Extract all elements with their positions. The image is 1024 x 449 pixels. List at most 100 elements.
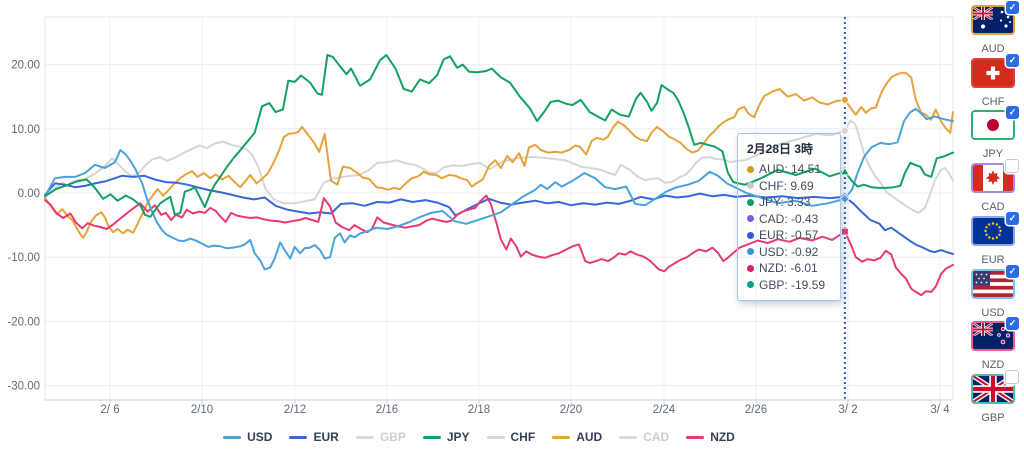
y-axis-label: -20.00 (7, 316, 40, 328)
legend-item-cad[interactable]: CAD (619, 430, 669, 444)
series-color-dot-icon (747, 165, 754, 173)
tooltip-row-text: AUD: 14.51 (759, 162, 822, 176)
x-axis-label: 2/ 6 (100, 404, 119, 416)
tooltip-row-chf: CHF: 9.69 (747, 178, 831, 195)
checkbox-jpy-checked[interactable]: ✓ (1006, 106, 1019, 120)
sidebar-currency-gbp[interactable]: GBP (962, 369, 1024, 424)
legend-label: EUR (313, 430, 339, 444)
tooltip-row-usd: USD: -0.92 (747, 244, 831, 261)
tooltip-row-text: GBP: -19.59 (759, 277, 826, 292)
tooltip-row-text: EUR: -0.57 (759, 228, 819, 242)
tooltip-rows: AUD: 14.51 CHF: 9.69 JPY: 3.33 CAD: -0.43 EU… (747, 161, 831, 293)
sidebar-currency-usd[interactable]: ✓ USD (962, 264, 1024, 319)
legend-label: CHF (510, 430, 536, 444)
legend-line-swatch-icon (422, 435, 441, 439)
legend-line-swatch-icon (486, 435, 505, 439)
series-color-dot-icon (747, 231, 754, 239)
checkbox-cad-unchecked[interactable] (1005, 159, 1019, 174)
tooltip-row-cad: CAD: -0.43 (747, 211, 831, 228)
legend-label: NZD (710, 430, 735, 444)
legend-line-swatch-icon (223, 435, 242, 439)
legend-item-chf[interactable]: CHF (486, 430, 536, 444)
tooltip-row-gbp: GBP: -19.59 (747, 277, 831, 294)
x-axis-label: 2/24 (653, 404, 676, 416)
legend-label: JPY (446, 430, 470, 444)
y-axis-label: 10.00 (11, 124, 40, 136)
aud-flag-icon: ✓ (971, 1, 1019, 35)
legend-label: AUD (576, 430, 603, 444)
legend-item-usd[interactable]: USD (223, 430, 272, 444)
sidebar-currency-chf[interactable]: ✓ CHF (962, 53, 1024, 108)
tooltip-date-title: 2月28日 3時 (747, 142, 814, 156)
sidebar-currency-label: JPY (982, 148, 1004, 161)
sidebar-currency-aud[interactable]: ✓ AUD (962, 1, 1024, 55)
sidebar-currency-label: CHF (981, 95, 1005, 108)
x-axis-label: 2/16 (376, 404, 398, 416)
series-color-dot-icon (747, 198, 754, 206)
tooltip-row-jpy: JPY: 3.33 (747, 194, 831, 211)
tooltip-row-text: NZD: -6.01 (759, 261, 818, 275)
x-axis-label: 3/ 4 (930, 404, 950, 416)
series-lines (44, 54, 954, 297)
series-color-dot-icon (747, 264, 754, 272)
y-axis-label: 20.00 (11, 60, 40, 72)
grid-lines (45, 17, 953, 400)
legend-line-swatch-icon (619, 435, 638, 439)
series-line-eur (44, 174, 954, 255)
series-color-dot-icon (747, 215, 754, 223)
legend-item-gbp[interactable]: GBP (355, 430, 406, 444)
x-axis-label: 2/18 (468, 404, 490, 416)
chart-tooltip: 2月28日 3時 AUD: 14.51 CHF: 9.69 JPY: 3.33 CAD… (737, 133, 841, 301)
legend-label: GBP (379, 430, 406, 444)
y-axis-label: -30.00 (7, 381, 40, 393)
checkbox-gbp-unchecked[interactable] (1005, 369, 1019, 384)
series-color-dot-icon (747, 248, 754, 256)
x-axis-label: 2/20 (560, 404, 582, 416)
sidebar-currency-label: GBP (981, 411, 1005, 424)
marker-aud (840, 95, 850, 104)
sidebar-currency-jpy[interactable]: ✓ JPY (962, 106, 1024, 161)
marker-jpy (839, 166, 851, 176)
legend-line-swatch-icon (686, 435, 705, 439)
checkbox-eur-checked[interactable]: ✓ (1006, 211, 1019, 225)
series-line-aud (44, 71, 954, 239)
checkbox-nzd-checked[interactable]: ✓ (1006, 317, 1019, 331)
checkbox-chf-checked[interactable]: ✓ (1006, 53, 1019, 67)
gbp-flag-icon (971, 369, 1019, 404)
checkbox-usd-checked[interactable]: ✓ (1006, 264, 1019, 278)
legend-item-nzd[interactable]: NZD (686, 430, 735, 444)
marker-usd (839, 193, 851, 205)
sidebar-currency-label: NZD (981, 359, 1005, 372)
series-line-usd (44, 107, 954, 271)
checkbox-aud-checked[interactable]: ✓ (1006, 1, 1019, 14)
chart-legend: USD EUR GBP JPY CHF AUD CAD NZD (0, 427, 958, 447)
x-axis-label: 2/10 (191, 404, 213, 416)
sidebar-currency-cad[interactable]: CAD (962, 159, 1024, 213)
eur-flag-icon: ✓ (971, 211, 1019, 246)
legend-line-swatch-icon (552, 435, 571, 439)
x-axis-label: 3/ 2 (838, 404, 857, 416)
nzd-flag-icon: ✓ (971, 317, 1019, 352)
tooltip-row-nzd: NZD: -6.01 (747, 260, 831, 277)
crosshair-markers (839, 95, 851, 236)
series-line-nzd (44, 194, 954, 297)
legend-item-eur[interactable]: EUR (289, 430, 339, 444)
sidebar-currency-nzd[interactable]: ✓ NZD (962, 317, 1024, 372)
marker-nzd (840, 227, 849, 236)
jpy-flag-icon: ✓ (971, 106, 1019, 141)
sidebar-currency-label: EUR (981, 253, 1005, 266)
tooltip-row-text: USD: -0.92 (759, 244, 819, 259)
series-line-jpy (44, 54, 954, 218)
legend-item-aud[interactable]: AUD (552, 430, 602, 444)
chf-flag-icon: ✓ (971, 53, 1019, 88)
x-axis-label: 2/12 (284, 404, 306, 416)
legend-item-jpy[interactable]: JPY (422, 430, 470, 444)
y-axis-label: 0.00 (18, 188, 40, 200)
tooltip-row-aud: AUD: 14.51 (747, 161, 831, 178)
axis-labels: 20.00 10.00 0.00 -10.00 -20.00 -30.00 2/ 6 2/10… (7, 60, 953, 416)
sidebar-currency-eur[interactable]: ✓ EUR (962, 211, 1024, 266)
marker-chf (840, 126, 850, 135)
strength-chart[interactable]: 20.00 10.00 0.00 -10.00 -20.00 -30.00 2/ 6 2/10… (0, 0, 958, 424)
sidebar-currency-label: AUD (981, 43, 1005, 55)
cad-flag-icon (971, 159, 1019, 194)
